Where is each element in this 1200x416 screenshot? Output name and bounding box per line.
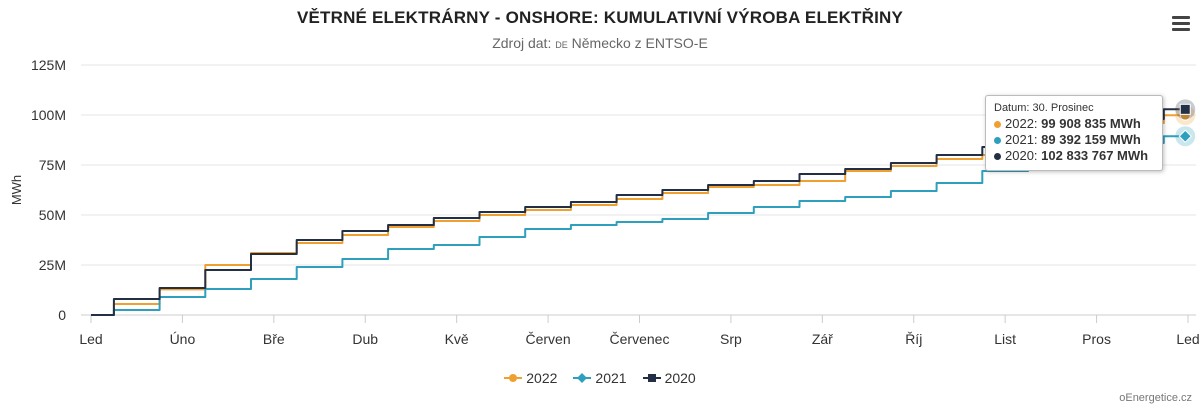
tooltip-row-2021: 2021: 89 392 159 MWh bbox=[994, 132, 1154, 148]
y-tick-label: 100M bbox=[31, 107, 66, 123]
end-markers bbox=[1175, 99, 1196, 147]
y-tick-label: 0 bbox=[58, 307, 66, 323]
x-tick-label: List bbox=[994, 331, 1016, 347]
series-dot-icon bbox=[994, 121, 1001, 129]
subtitle-suffix: Německo z ENTSO-E bbox=[571, 35, 708, 51]
legend-symbol-icon bbox=[573, 373, 592, 383]
y-tick-label: 25M bbox=[39, 257, 66, 273]
tooltip-header: Datum: 30. Prosinec bbox=[994, 102, 1094, 114]
legend-symbol-icon bbox=[642, 374, 661, 382]
end-marker-2021[interactable] bbox=[1178, 129, 1192, 143]
tooltip-row-2022: 2022: 99 908 835 MWh bbox=[994, 116, 1154, 132]
chart-subtitle: Zdroj dat: DE Německo z ENTSO-E bbox=[0, 35, 1200, 51]
x-tick-label: Červenec bbox=[610, 331, 670, 347]
y-tick-label: 50M bbox=[39, 207, 66, 223]
x-tick-label: Kvě bbox=[445, 331, 469, 347]
subtitle-country-code: DE bbox=[555, 40, 568, 50]
x-tick-label: Led bbox=[1176, 331, 1199, 347]
x-tick-label: Červen bbox=[526, 331, 571, 347]
series-dot-icon bbox=[994, 153, 1001, 161]
y-tick-label: 125M bbox=[31, 57, 66, 73]
x-tick-label: Dub bbox=[352, 331, 378, 347]
legend-symbol-icon bbox=[504, 374, 523, 382]
tooltip-row-2020: 2020: 102 833 767 MWh bbox=[994, 148, 1154, 164]
x-tick-label: Úno bbox=[170, 331, 196, 347]
chart-title: VĚTRNÉ ELEKTRÁRNY - ONSHORE: KUMULATIVNÍ… bbox=[296, 8, 904, 27]
legend-label: 2022 bbox=[526, 370, 558, 386]
series-dot-icon bbox=[994, 137, 1001, 145]
y-tick-label: 75M bbox=[39, 157, 66, 173]
tooltip-series: 2022 bbox=[1005, 116, 1034, 131]
legend-item-2021[interactable]: 2021 bbox=[573, 370, 627, 386]
credit-label: oEnergetice.cz bbox=[1119, 392, 1192, 404]
legend-label: 2021 bbox=[595, 370, 627, 386]
x-axis: Led Úno Bře Dub Kvě Červen Červenec Srp Zář Říj Li… bbox=[79, 314, 1200, 347]
tooltip-value: 102 833 767 MWh bbox=[1041, 148, 1149, 163]
x-tick-label: Bře bbox=[263, 331, 285, 347]
series-line-2021[interactable] bbox=[91, 135, 1186, 316]
hamburger-menu-icon[interactable] bbox=[1172, 16, 1190, 32]
tooltip-series: 2021 bbox=[1005, 132, 1034, 147]
tooltip: Datum: 30. Prosinec 2022: 99 908 835 MWh… bbox=[985, 95, 1163, 171]
legend-item-2022[interactable]: 2022 bbox=[504, 370, 557, 386]
tooltip-value: 99 908 835 MWh bbox=[1041, 116, 1141, 131]
x-tick-label: Srp bbox=[720, 331, 742, 347]
x-tick-label: Zář bbox=[812, 331, 833, 347]
y-axis-title: MWh bbox=[9, 175, 24, 205]
tooltip-series: 2020 bbox=[1005, 148, 1034, 163]
legend-item-2020[interactable]: 2020 bbox=[642, 370, 696, 386]
y-axis: 0 25M 50M 75M 100M 125M bbox=[31, 57, 66, 323]
x-tick-label: Říj bbox=[905, 331, 922, 347]
x-tick-label: Led bbox=[79, 331, 102, 347]
subtitle-prefix: Zdroj dat: bbox=[492, 35, 552, 51]
legend: 2022 2021 2020 bbox=[0, 370, 1200, 387]
x-tick-label: Pros bbox=[1082, 331, 1111, 347]
end-marker-2020[interactable] bbox=[1179, 103, 1191, 115]
legend-label: 2020 bbox=[664, 370, 696, 386]
tooltip-value: 89 392 159 MWh bbox=[1041, 132, 1141, 147]
